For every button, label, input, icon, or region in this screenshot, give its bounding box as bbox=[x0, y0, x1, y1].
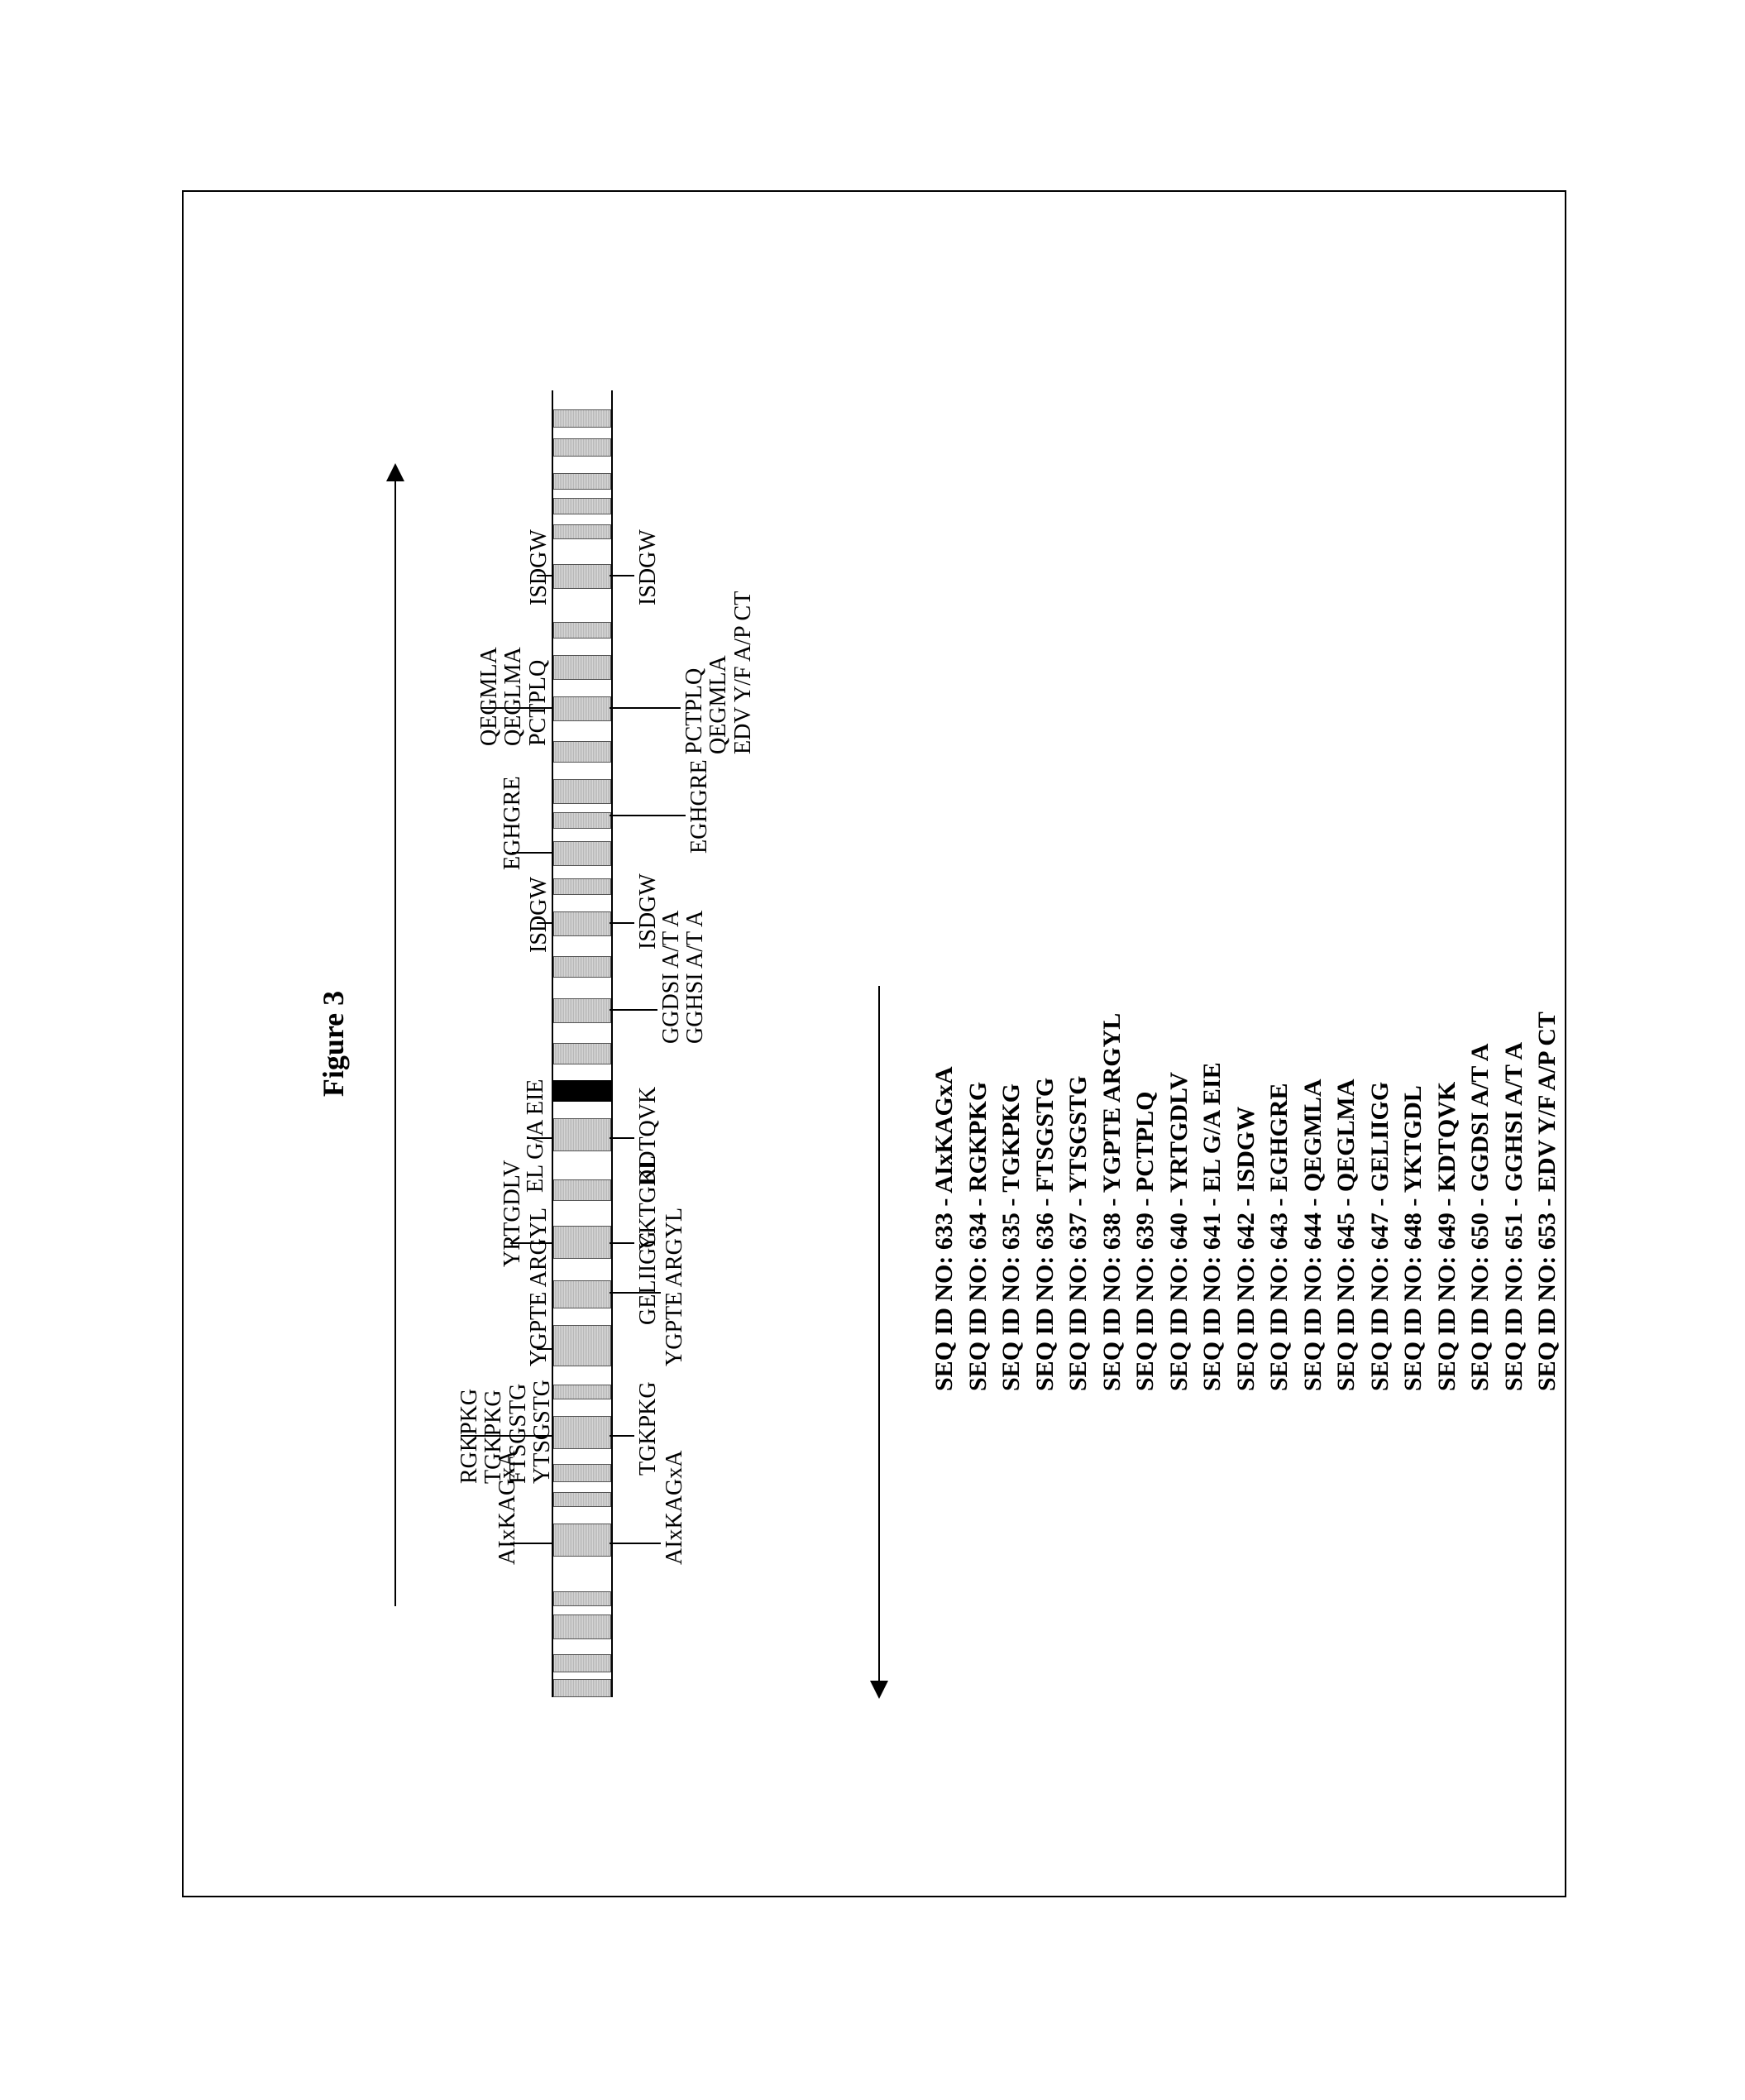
motif-stack: GGDSI A/T AGGHSI A/T A bbox=[659, 911, 708, 1044]
tick-line bbox=[610, 1242, 634, 1244]
seq-id-row: SEQ ID NO: 649 - KDTQVK bbox=[1431, 1012, 1465, 1391]
seq-id-row: SEQ ID NO: 640 - YRTGDLV bbox=[1163, 1012, 1197, 1391]
figure-title: Figure 3 bbox=[316, 341, 351, 1747]
seq-id-row: SEQ ID NO: 648 - YKTGDL bbox=[1397, 1012, 1431, 1391]
seq-id-row: SEQ ID NO: 641 - EL G/A EIE bbox=[1196, 1012, 1230, 1391]
sequence-id-list: SEQ ID NO: 633 - AIxKAGxASEQ ID NO: 634 … bbox=[928, 1012, 1565, 1391]
seq-id-row: SEQ ID NO: 645 - QEGLMA bbox=[1330, 1012, 1364, 1391]
annotations-bottom: AIxKAGxATGKPKGYGPTE ARGYLGELIIGGYKTGDLKD… bbox=[407, 390, 754, 1697]
motif-label: EDV Y/F A/P CT bbox=[731, 591, 755, 754]
seq-id-row: SEQ ID NO: 633 - AIxKAGxA bbox=[928, 1012, 962, 1391]
motif-stack: PCTPLQQEGMLAEDV Y/F A/P CT bbox=[682, 591, 755, 754]
motif-label: TGKPKG bbox=[636, 1381, 660, 1476]
seq-id-row: SEQ ID NO: 647 - GELIIGG bbox=[1364, 1012, 1398, 1391]
motif-label: ISDGW bbox=[636, 529, 660, 605]
seq-id-row: SEQ ID NO: 643 - EGHGRE bbox=[1263, 1012, 1297, 1391]
seq-id-row: SEQ ID NO: 637 - YTSGSTG bbox=[1062, 1012, 1096, 1391]
motif-label: PCTPLQ bbox=[682, 591, 706, 754]
seq-id-row: SEQ ID NO: 639 - PCTPLQ bbox=[1129, 1012, 1163, 1391]
motif-label: ISDGW bbox=[636, 873, 660, 950]
seq-id-row: SEQ ID NO: 651 - GGHSI A/T A bbox=[1498, 1012, 1532, 1391]
rotated-canvas: Figure 3 AIxKAGxAYGPTE ARGYLYRTGDLVEL G/… bbox=[316, 341, 1432, 1747]
tick-line bbox=[610, 815, 686, 816]
figure-frame: Figure 3 AIxKAGxAYGPTE ARGYLYRTGDLVEL G/… bbox=[182, 190, 1566, 1897]
tick-line bbox=[610, 1137, 634, 1139]
motif-label: KDTQVK bbox=[636, 1087, 660, 1184]
tick-line bbox=[610, 575, 634, 576]
tick-line bbox=[610, 1292, 634, 1294]
tick-line bbox=[610, 1543, 661, 1544]
tick-line bbox=[610, 1009, 657, 1011]
motif-label: QEGMLA bbox=[706, 591, 730, 754]
top-arrow-right bbox=[394, 465, 396, 1606]
tick-line bbox=[610, 1435, 634, 1437]
seq-id-row: SEQ ID NO: 644 - QEGMLA bbox=[1297, 1012, 1331, 1391]
motif-label: GGHSI A/T A bbox=[683, 911, 707, 1044]
seq-id-row: SEQ ID NO: 635 - TGKPKG bbox=[995, 1012, 1029, 1391]
motif-label: AIxKAGxA bbox=[662, 1451, 686, 1565]
tick-line bbox=[610, 707, 681, 709]
seq-id-row: SEQ ID NO: 642 - ISDGW bbox=[1230, 1012, 1264, 1391]
seq-id-row: SEQ ID NO: 653 - EDV Y/F A/P CT bbox=[1531, 1012, 1565, 1391]
motif-label: GGDSI A/T A bbox=[659, 911, 683, 1044]
track-schematic: AIxKAGxAYGPTE ARGYLYRTGDLVEL G/A EIEISDG… bbox=[407, 390, 754, 1697]
seq-id-row: SEQ ID NO: 634 - RGKPKG bbox=[962, 1012, 996, 1391]
seq-id-row: SEQ ID NO: 638 - YGPTE ARGYL bbox=[1096, 1012, 1130, 1391]
seq-id-row: SEQ ID NO: 636 - FTSGSTG bbox=[1029, 1012, 1063, 1391]
page: Figure 3 AIxKAGxAYGPTE ARGYLYRTGDLVEL G/… bbox=[0, 0, 1745, 2100]
bottom-arrow-left bbox=[878, 986, 880, 1697]
motif-label: EGHGRE bbox=[687, 759, 711, 854]
tick-line bbox=[610, 922, 634, 924]
seq-id-row: SEQ ID NO: 650 - GGDSI A/T A bbox=[1464, 1012, 1498, 1391]
motif-label: YGPTE ARGYL bbox=[662, 1208, 686, 1366]
